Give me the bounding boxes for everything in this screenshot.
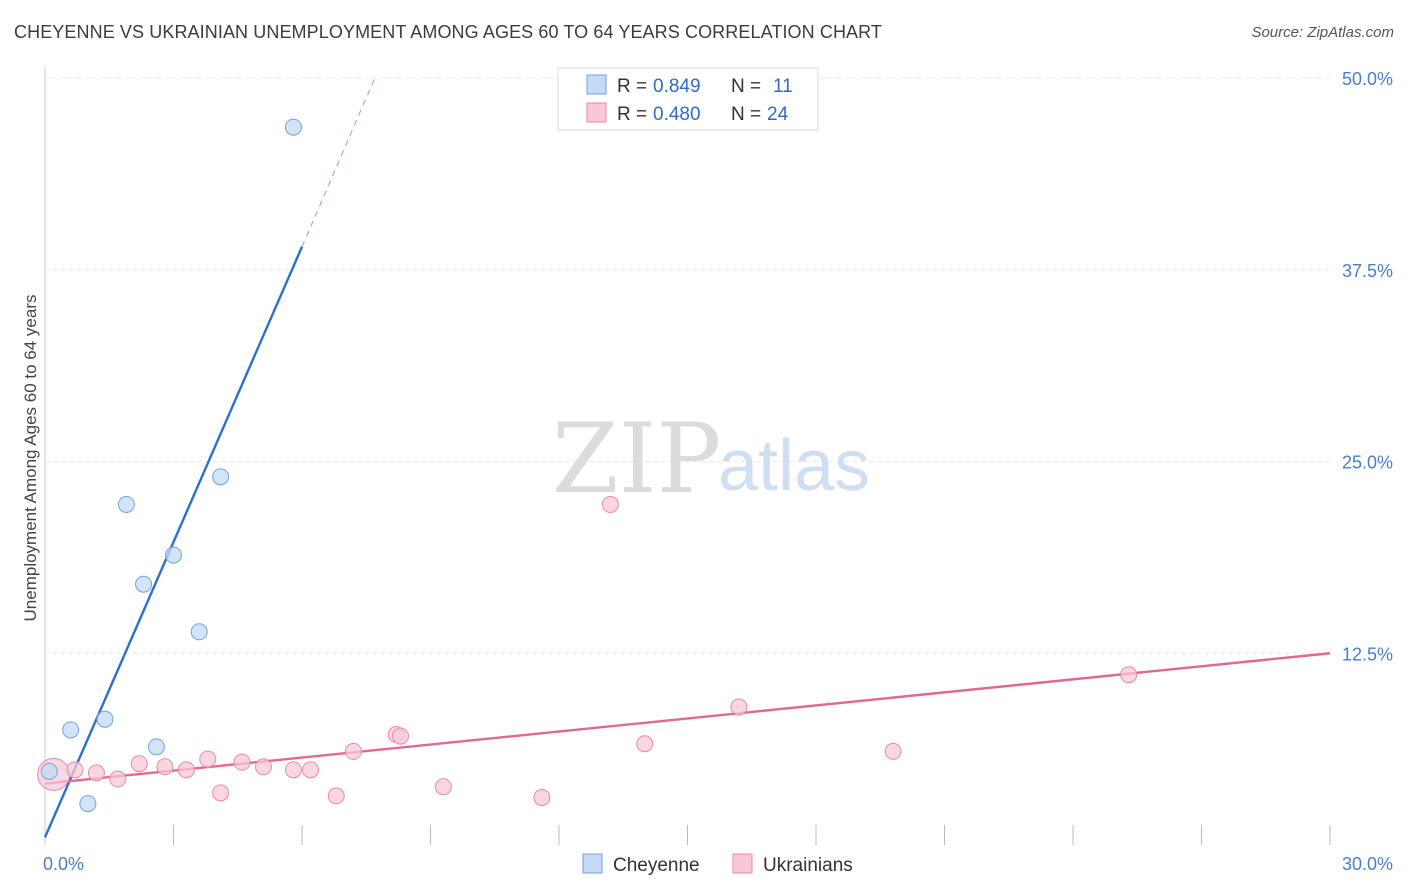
watermark-atlas: atlas: [718, 426, 870, 506]
point-ukrainians: [344, 742, 362, 760]
point-cheyenne: [190, 623, 208, 641]
point-ukrainians: [284, 761, 302, 779]
chart-source: Source: ZipAtlas.com: [1251, 24, 1394, 41]
series-legend-label-cheyenne: Cheyenne: [613, 855, 700, 876]
trend-line-cheyenne: [43, 246, 304, 838]
point-ukrainians: [434, 778, 452, 796]
point-cheyenne: [284, 118, 302, 136]
legend-r-label-cheyenne: R =: [617, 76, 647, 97]
series-legend-swatch-cheyenne: [582, 853, 603, 874]
legend-swatch-cheyenne: [586, 74, 607, 95]
legend-n-value-ukrainians: 24: [767, 104, 789, 125]
point-ukrainians: [199, 750, 217, 768]
point-ukrainians: [156, 758, 174, 776]
legend-r-value-ukrainians: 0.480: [653, 104, 701, 125]
legend-r-label-ukrainians: R =: [617, 104, 647, 125]
series-legend: Cheyenne Ukrainians: [582, 853, 853, 876]
chart-title: CHEYENNE VS UKRAINIAN UNEMPLOYMENT AMONG…: [14, 22, 883, 42]
point-ukrainians: [177, 761, 195, 779]
point-ukrainians: [87, 764, 105, 782]
x-tick-label: 0.0%: [43, 854, 84, 874]
point-ukrainians: [327, 787, 345, 805]
point-cheyenne: [117, 495, 135, 513]
x-tick-label: 30.0%: [1342, 854, 1393, 874]
legend-r-value-cheyenne: 0.849: [653, 76, 701, 97]
point-ukrainians: [233, 753, 251, 771]
series-legend-swatch-ukrainians: [732, 853, 753, 874]
legend-swatch-ukrainians: [586, 102, 607, 123]
point-cheyenne: [212, 468, 230, 486]
axes: [44, 66, 1331, 845]
point-ukrainians: [212, 784, 230, 802]
point-cheyenne: [40, 762, 58, 780]
point-ukrainians: [302, 761, 320, 779]
gridlines: [45, 77, 1330, 654]
point-cheyenne: [79, 795, 97, 813]
point-ukrainians: [884, 742, 902, 760]
point-ukrainians: [130, 755, 148, 773]
data-points: [37, 118, 1138, 813]
point-ukrainians: [109, 770, 127, 788]
point-ukrainians: [392, 727, 410, 745]
point-cheyenne: [147, 738, 165, 756]
point-ukrainians: [601, 495, 619, 513]
stats-legend: R = 0.849 N = 11 R = 0.480 N = 24: [557, 67, 819, 131]
point-cheyenne: [96, 710, 114, 728]
point-cheyenne: [135, 575, 153, 593]
point-ukrainians: [533, 788, 551, 806]
point-ukrainians: [254, 758, 272, 776]
y-axis-label: Unemployment Among Ages 60 to 64 years: [21, 295, 40, 622]
point-ukrainians: [1120, 666, 1138, 684]
y-tick-label: 50.0%: [1342, 69, 1393, 89]
point-ukrainians: [66, 761, 84, 779]
point-ukrainians: [730, 698, 748, 716]
point-cheyenne: [165, 546, 182, 564]
y-tick-label: 25.0%: [1342, 453, 1393, 473]
point-ukrainians: [636, 735, 654, 753]
watermark-zip: ZIP: [552, 403, 721, 515]
legend-n-value-cheyenne: 11: [773, 76, 793, 97]
y-tick-label: 37.5%: [1342, 261, 1393, 281]
legend-n-label-cheyenne: N =: [731, 76, 761, 97]
legend-n-label-ukrainians: N =: [731, 104, 761, 125]
watermark: ZIP atlas: [552, 403, 870, 515]
tick-labels: 12.5% 25.0% 37.5% 50.0% 0.0% 30.0%: [43, 69, 1393, 874]
y-tick-label: 12.5%: [1342, 644, 1393, 664]
series-legend-label-ukrainians: Ukrainians: [763, 855, 853, 876]
trend-line-extension-cheyenne: [301, 77, 376, 247]
point-cheyenne: [62, 721, 80, 739]
